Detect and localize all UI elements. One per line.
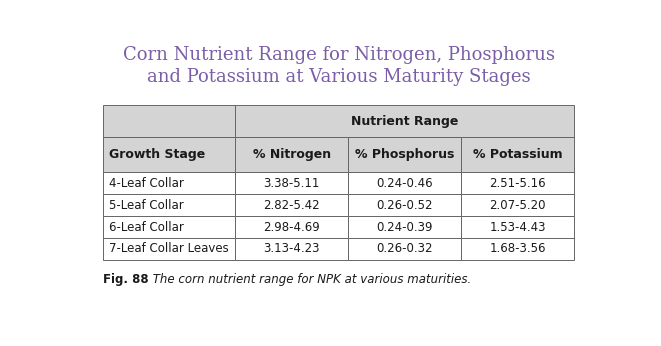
Text: % Potassium: % Potassium bbox=[473, 148, 563, 161]
Text: 6-Leaf Collar: 6-Leaf Collar bbox=[109, 220, 184, 234]
Text: 0.26-0.52: 0.26-0.52 bbox=[377, 199, 433, 211]
Text: 4-Leaf Collar: 4-Leaf Collar bbox=[109, 176, 184, 190]
Text: % Phosphorus: % Phosphorus bbox=[355, 148, 454, 161]
Bar bbox=[103, 172, 235, 194]
Text: 7-Leaf Collar Leaves: 7-Leaf Collar Leaves bbox=[109, 243, 229, 255]
Bar bbox=[103, 194, 235, 216]
Bar bbox=[348, 194, 461, 216]
Bar bbox=[461, 216, 574, 238]
Text: 0.24-0.39: 0.24-0.39 bbox=[377, 220, 433, 234]
Bar bbox=[461, 137, 574, 172]
Bar bbox=[235, 137, 348, 172]
Bar bbox=[235, 216, 348, 238]
Bar bbox=[235, 238, 348, 260]
Bar bbox=[103, 216, 235, 238]
Text: 1.53-4.43: 1.53-4.43 bbox=[490, 220, 546, 234]
Text: The corn nutrient range for NPK at various maturities.: The corn nutrient range for NPK at vario… bbox=[149, 273, 471, 286]
Text: Corn Nutrient Range for Nitrogen, Phosphorus
and Potassium at Various Maturity S: Corn Nutrient Range for Nitrogen, Phosph… bbox=[123, 46, 555, 86]
Text: 5-Leaf Collar: 5-Leaf Collar bbox=[109, 199, 184, 211]
Text: 2.51-5.16: 2.51-5.16 bbox=[490, 176, 546, 190]
Bar bbox=[348, 137, 461, 172]
Bar bbox=[235, 106, 574, 137]
Bar bbox=[235, 172, 348, 194]
Text: 2.98-4.69: 2.98-4.69 bbox=[263, 220, 320, 234]
Text: 2.82-5.42: 2.82-5.42 bbox=[263, 199, 320, 211]
Bar bbox=[461, 194, 574, 216]
Bar bbox=[348, 172, 461, 194]
Text: Fig. 88: Fig. 88 bbox=[103, 273, 149, 286]
Text: Growth Stage: Growth Stage bbox=[109, 148, 205, 161]
Bar bbox=[348, 216, 461, 238]
Bar bbox=[103, 137, 235, 172]
Text: % Nitrogen: % Nitrogen bbox=[253, 148, 330, 161]
Text: 0.24-0.46: 0.24-0.46 bbox=[376, 176, 433, 190]
Text: 3.38-5.11: 3.38-5.11 bbox=[264, 176, 320, 190]
Bar bbox=[235, 194, 348, 216]
Text: 0.26-0.32: 0.26-0.32 bbox=[377, 243, 433, 255]
Bar bbox=[461, 238, 574, 260]
Text: 2.07-5.20: 2.07-5.20 bbox=[490, 199, 546, 211]
Bar bbox=[103, 106, 235, 137]
Bar bbox=[461, 172, 574, 194]
Text: 1.68-3.56: 1.68-3.56 bbox=[490, 243, 546, 255]
Text: Nutrient Range: Nutrient Range bbox=[351, 115, 459, 128]
Text: 3.13-4.23: 3.13-4.23 bbox=[263, 243, 320, 255]
Bar bbox=[348, 238, 461, 260]
Bar bbox=[103, 238, 235, 260]
